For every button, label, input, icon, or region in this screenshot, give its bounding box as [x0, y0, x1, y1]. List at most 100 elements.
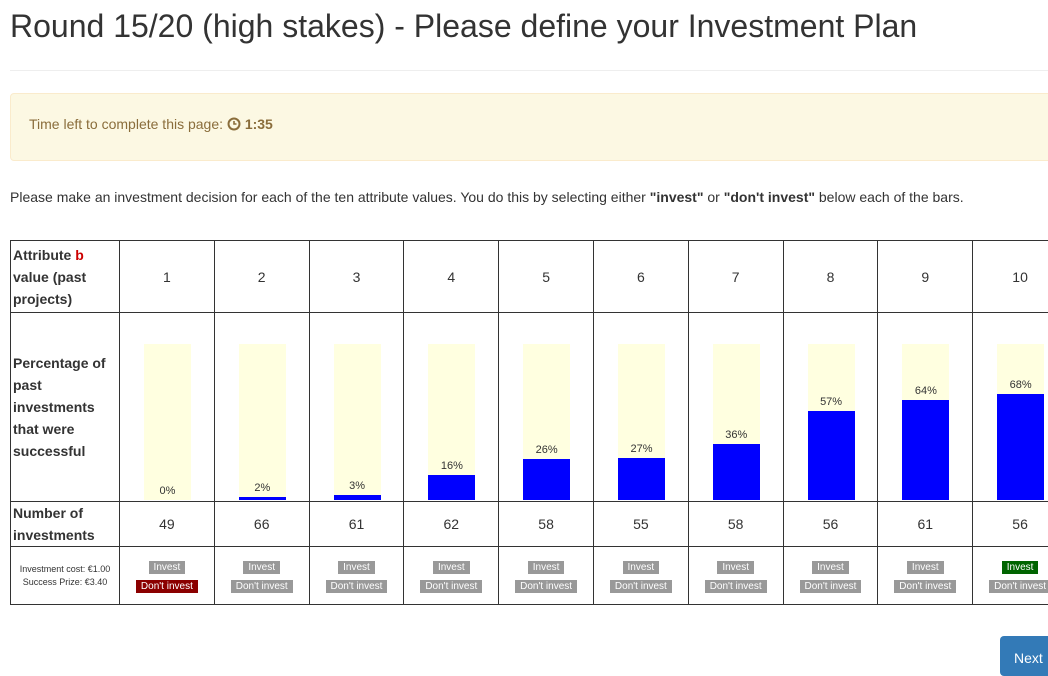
cost-label: Investment cost: €1.00 [19, 563, 111, 574]
dont-invest-button[interactable]: Don't invest [325, 579, 388, 593]
bar-background: 68% [997, 344, 1045, 500]
bar [617, 457, 665, 500]
timer-value: 1:35 [244, 116, 273, 132]
instr-bold: "invest" [649, 189, 704, 205]
invest-button[interactable]: Invest [338, 560, 375, 574]
next-button[interactable]: Next [1000, 636, 1048, 676]
button-cell: Invest Don't invest [119, 546, 215, 605]
bar [902, 400, 950, 500]
invest-button[interactable]: Invest [432, 560, 470, 574]
instr-bold: "don't invest" [723, 189, 815, 205]
button-cell: Invest Don't invest [213, 546, 310, 605]
invest-button[interactable]: Invest [622, 560, 660, 574]
bar-cell: 16% [403, 312, 500, 502]
invest-button[interactable]: Invest [243, 560, 281, 574]
label-var: b [75, 246, 84, 263]
count: 56 [972, 501, 1048, 547]
bar-value-label: 57% [820, 396, 843, 409]
attribute-value: 8 [782, 240, 879, 313]
invest-button[interactable]: Invest [148, 560, 186, 574]
count: 61 [308, 501, 405, 547]
attribute-value: 10 [972, 240, 1048, 313]
count: 56 [782, 501, 879, 547]
bar [523, 459, 571, 500]
button-cell: Invest Don't invest [782, 546, 879, 605]
dont-invest-button[interactable]: Don't invest [515, 579, 578, 593]
bar-background: 3% [333, 344, 381, 500]
count: 61 [877, 501, 974, 547]
bar-background: 2% [238, 344, 286, 500]
bar [807, 411, 855, 500]
bar-cell: 0% [119, 312, 215, 502]
invest-button[interactable]: Invest [717, 560, 755, 574]
dont-invest-button[interactable]: Don't invest [894, 579, 957, 593]
instr-text: below each of the bars. [815, 189, 964, 205]
bar [238, 496, 286, 500]
cost-cell: Investment cost: €1.00 Success Prize: €3.… [10, 546, 120, 605]
attribute-value: 4 [403, 240, 500, 313]
count: 58 [687, 501, 784, 547]
bar-value-label: 0% [159, 485, 176, 497]
button-cell: Invest Don't invest [592, 546, 689, 605]
bar-value-label: 26% [535, 444, 558, 457]
bar-value-label: 3% [349, 480, 366, 493]
clock-icon [227, 117, 241, 131]
page-title: Round 15/20 (high stakes) - Please defin… [10, 8, 918, 44]
timer-alert: Time left to complete this page: 1:35 [10, 93, 1048, 161]
bar-background: 64% [902, 344, 950, 500]
bar-cell: 64% [877, 312, 974, 502]
invest-button[interactable]: Invest [906, 560, 944, 574]
attribute-value: 1 [119, 240, 215, 313]
button-cell: Invest Don't invest [687, 546, 784, 605]
bar-cell: 3% [308, 312, 405, 502]
attribute-value: 9 [877, 240, 974, 313]
bar-value-label: 2% [254, 481, 271, 494]
label-text: value (past projects) [13, 268, 87, 307]
row-label: Attribute b value (past projects) [10, 240, 120, 313]
dont-invest-button[interactable]: Don't invest [989, 579, 1048, 593]
bar-cell: 26% [498, 312, 594, 502]
invest-button[interactable]: Invest [1001, 560, 1039, 574]
investment-table: Attribute b value (past projects) 1 2 3 4 5 6 7… [10, 240, 1048, 605]
invest-button[interactable]: Invest [527, 560, 565, 574]
instr-text: or [703, 189, 724, 205]
dont-invest-button[interactable]: Don't invest [230, 579, 293, 593]
bar-background: 57% [807, 344, 855, 500]
bar-background: 27% [617, 344, 665, 500]
dont-invest-button[interactable]: Don't invest [799, 579, 862, 593]
bar [712, 443, 760, 500]
button-cell: Invest Don't invest [877, 546, 974, 605]
bar-value-label: 64% [914, 385, 937, 398]
bar [333, 495, 381, 500]
bar-cell: 68% [972, 312, 1048, 502]
button-cell: Invest Don't invest [403, 546, 500, 605]
row-label: Number of investments [10, 501, 120, 547]
bar-cell: 36% [687, 312, 784, 502]
attribute-value: 5 [498, 240, 594, 313]
bar-background: 26% [523, 344, 571, 500]
count: 58 [498, 501, 594, 547]
count: 55 [592, 501, 689, 547]
count: 66 [213, 501, 310, 547]
dont-invest-button[interactable]: Don't invest [609, 579, 672, 593]
bar-cell: 57% [782, 312, 879, 502]
invest-button[interactable]: Invest [812, 560, 849, 574]
dont-invest-button[interactable]: Don't invest [135, 579, 198, 593]
button-cell: Invest Don't invest [972, 546, 1048, 605]
table-wrap: Attribute b value (past projects) 1 2 3 4 5 6 7… [10, 240, 1048, 610]
dont-invest-button[interactable]: Don't invest [704, 579, 767, 593]
attribute-value: 6 [592, 240, 689, 313]
bar-cell: 2% [213, 312, 310, 502]
bar [428, 475, 476, 500]
bar-background: 16% [428, 344, 476, 500]
timer-label: Time left to complete this page: [29, 116, 224, 132]
bar-background: 36% [712, 344, 760, 500]
dont-invest-button[interactable]: Don't invest [420, 579, 483, 593]
prize-label: Success Prize: €3.40 [22, 576, 108, 587]
bar-value-label: 36% [725, 428, 748, 441]
instr-text: Please make an investment decision for e… [10, 189, 650, 205]
count: 62 [403, 501, 500, 547]
bar-value-label: 16% [440, 460, 463, 473]
bar-value-label: 68% [1009, 378, 1032, 391]
